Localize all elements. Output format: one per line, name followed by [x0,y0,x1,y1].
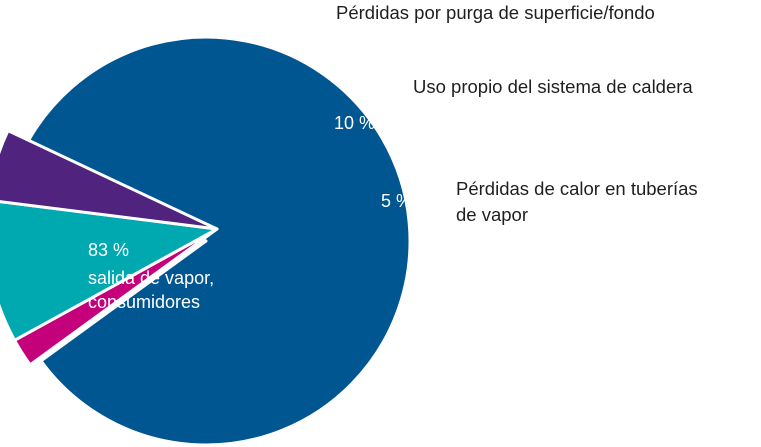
pie-slices [0,35,412,447]
slice-value-label-0: 83 % [88,240,129,260]
pie-labels: 83 % salida de vapor, consumidores 2 % Pérdi… [88,2,698,312]
pie-slice-2 [0,200,219,342]
slice-category-label-2-0: Uso propio del sistema de caldera [413,76,693,97]
slice-category-label-0-1: consumidores [88,292,200,312]
pie-slice-0 [19,35,412,447]
pie-slice-3 [0,129,219,231]
slice-category-label-3-0: Pérdidas de calor en tuberías [456,178,698,199]
slice-category-label-3-1: de vapor [456,204,528,225]
slice-category-label-1-0: Pérdidas por purga de superficie/fondo [336,2,655,23]
slice-value-label-3: 5 % [381,191,412,211]
slice-value-label-1: 2 % [320,36,351,56]
slice-category-label-0-0: salida de vapor, [88,268,214,288]
slice-value-label-2: 10 % [334,113,375,133]
